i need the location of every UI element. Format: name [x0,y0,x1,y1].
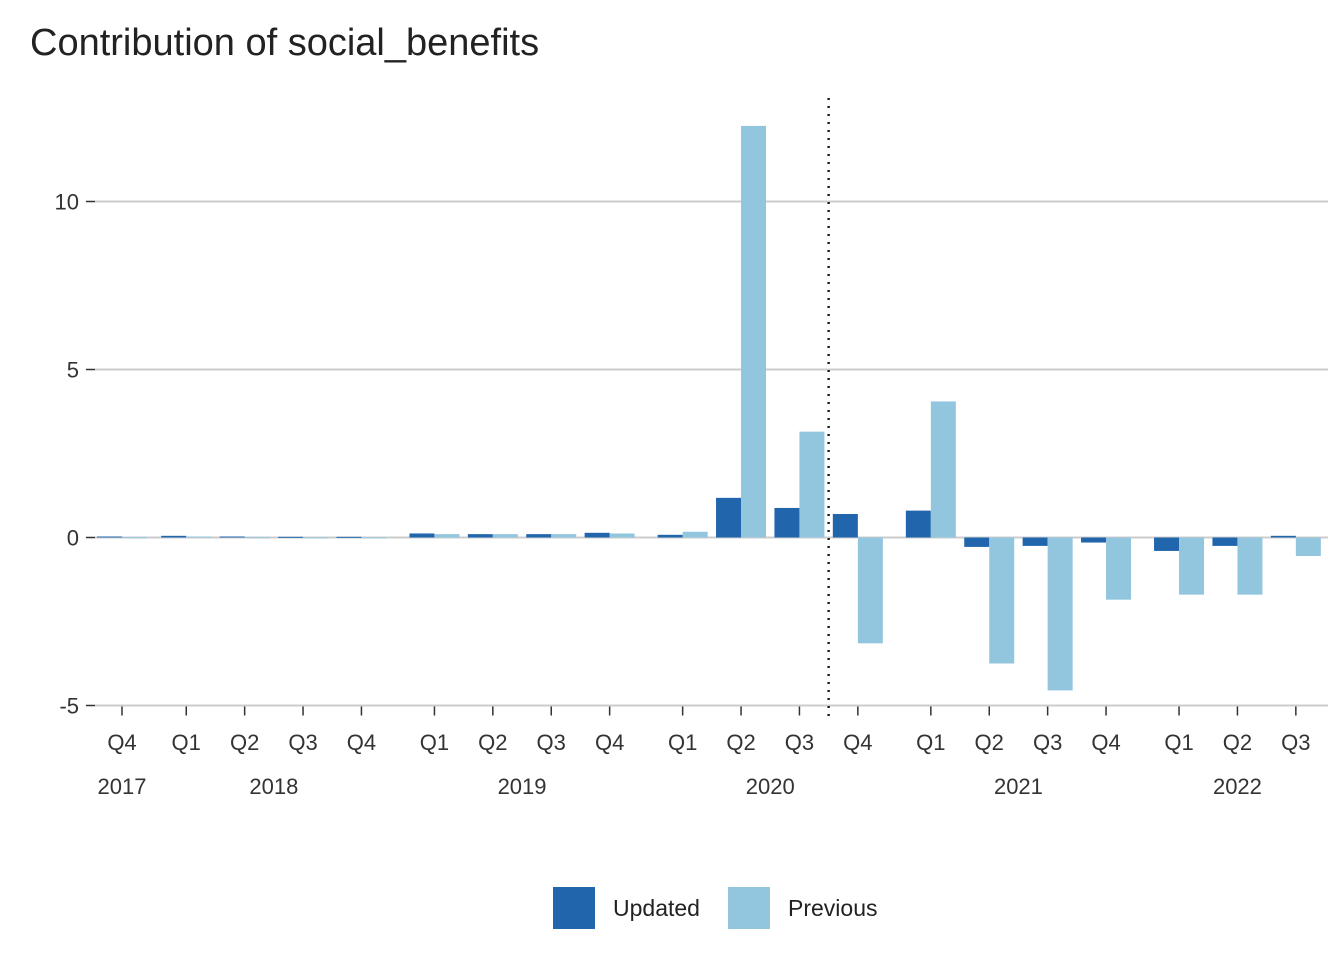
x-year-label: 2018 [249,774,298,799]
y-tick-label: 10 [55,190,79,215]
bar-updated-1 [161,535,187,538]
legend: Updated Previous [0,886,1344,930]
bar-previous-3 [303,537,329,539]
x-quarter-label: Q3 [537,730,566,755]
x-quarter-label: Q1 [1164,730,1193,755]
bar-previous-13 [930,401,956,538]
y-tick-label: 0 [67,526,79,551]
legend-swatch-previous [728,887,770,929]
bar-updated-9 [657,534,683,538]
chart-title: Contribution of social_benefits [30,22,540,64]
x-quarter-label: Q1 [420,730,449,755]
x-quarter-label: Q3 [288,730,317,755]
bar-previous-17 [1179,537,1205,595]
bar-updated-17 [1154,537,1180,551]
bar-updated-6 [467,534,493,538]
bar-updated-14 [964,537,990,547]
bar-updated-15 [1022,537,1048,546]
bar-updated-3 [278,536,304,538]
x-quarter-label: Q3 [1033,730,1062,755]
bar-previous-16 [1106,537,1132,600]
bar-previous-9 [682,531,708,538]
bar-previous-8 [609,533,635,538]
bar-updated-4 [336,536,362,538]
y-tick-label: -5 [59,694,79,719]
bar-previous-15 [1047,537,1073,691]
x-quarter-label: Q2 [726,730,755,755]
x-year-label: 2017 [98,774,147,799]
bar-updated-10 [716,497,742,538]
bars [97,125,1321,691]
x-quarter-label: Q2 [1223,730,1252,755]
bar-updated-7 [526,534,552,538]
bar-updated-12 [832,513,858,538]
bar-previous-14 [989,537,1015,664]
x-quarter-label: Q4 [843,730,872,755]
bar-previous-12 [857,537,883,644]
bar-updated-0 [97,536,122,538]
x-quarter-label: Q1 [668,730,697,755]
x-quarter-label: Q4 [1091,730,1120,755]
bar-updated-5 [409,533,435,538]
legend-swatch-updated [553,887,595,929]
bar-updated-19 [1270,535,1296,538]
x-year-label: 2019 [498,774,547,799]
bar-updated-8 [584,532,610,538]
x-year-label: 2022 [1213,774,1262,799]
x-quarter-label: Q3 [785,730,814,755]
x-axis: Q4 Q1 Q2 Q3 Q4 Q1 Q2 Q3 Q4 Q1 Q2 Q3 Q4 Q1 Q2 Q3 Q4 Q1 Q2 Q3… [98,706,1311,799]
bar-previous-4 [361,537,387,539]
bar-updated-2 [219,536,245,538]
legend-label-updated: Updated [613,895,700,921]
x-quarter-label: Q1 [916,730,945,755]
bar-updated-18 [1212,537,1238,546]
bar-previous-2 [244,537,270,539]
x-quarter-label: Q2 [478,730,507,755]
y-tick-label: 5 [67,358,79,383]
x-year-label: 2021 [994,774,1043,799]
x-quarter-label: Q4 [107,730,136,755]
bar-previous-18 [1237,537,1263,595]
bar-updated-16 [1081,537,1107,543]
bar-previous-10 [741,125,767,538]
grid-lines [95,200,1328,707]
bar-previous-11 [799,431,825,538]
x-quarter-label: Q4 [595,730,624,755]
x-quarter-label: Q1 [172,730,201,755]
x-quarter-label: Q2 [975,730,1004,755]
bar-previous-6 [492,534,518,538]
bar-previous-0 [122,537,147,539]
bar-previous-7 [551,534,577,538]
x-quarter-label: Q2 [230,730,259,755]
x-quarter-label: Q4 [347,730,376,755]
bar-updated-11 [774,507,800,538]
bar-previous-1 [186,536,212,538]
legend-label-previous: Previous [788,895,878,921]
bar-previous-5 [434,534,460,538]
bar-previous-19 [1295,537,1321,556]
bar-updated-13 [905,510,931,538]
y-axis: -5 0 5 10 [55,190,95,719]
x-year-label: 2020 [746,774,795,799]
x-quarter-label: Q3 [1281,730,1310,755]
